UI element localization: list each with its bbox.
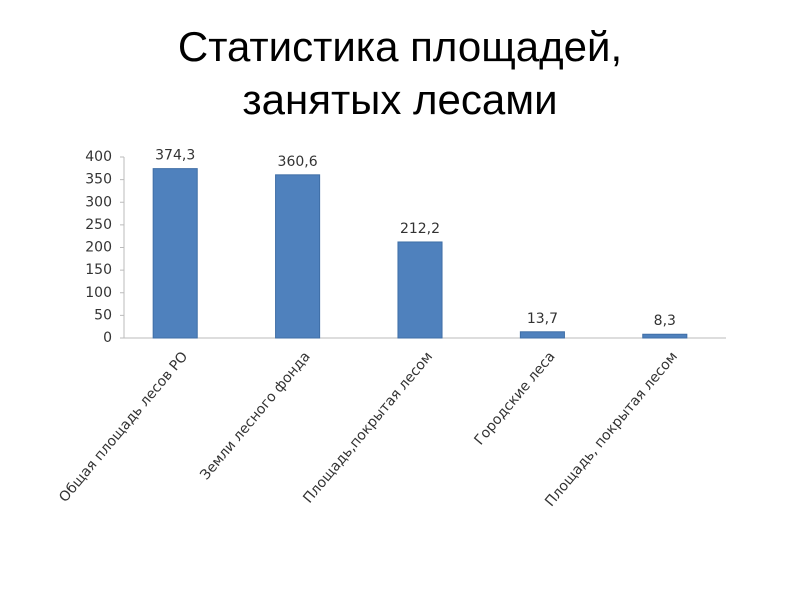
y-tick-label: 50 bbox=[94, 307, 112, 323]
value-label: 212,2 bbox=[400, 221, 440, 237]
chart-title: Статистика площадей, bbox=[178, 23, 622, 70]
value-label: 360,6 bbox=[278, 154, 318, 170]
x-tick-label: Земли лесного фонда bbox=[197, 349, 313, 483]
bar bbox=[275, 174, 321, 339]
bar bbox=[519, 331, 565, 339]
value-label: 374,3 bbox=[155, 148, 195, 164]
value-label: 8,3 bbox=[654, 313, 676, 329]
bar bbox=[397, 241, 443, 339]
y-tick-label: 150 bbox=[85, 262, 112, 278]
value-label: 13,7 bbox=[527, 311, 558, 327]
y-tick-label: 400 bbox=[85, 149, 112, 165]
y-tick-label: 250 bbox=[85, 217, 112, 233]
y-tick-label: 100 bbox=[85, 285, 112, 301]
y-tick-label: 200 bbox=[85, 240, 112, 256]
x-tick-label: Общая площадь лесов РО bbox=[56, 349, 191, 506]
x-tick-label: Площадь,покрытая лесом bbox=[300, 349, 436, 507]
x-tick-label: Городские леса bbox=[471, 349, 558, 448]
x-tick-label: Площадь, покрытая лесом bbox=[542, 349, 681, 510]
y-tick-label: 300 bbox=[85, 194, 112, 210]
y-tick-label: 350 bbox=[85, 172, 112, 188]
bar bbox=[152, 168, 198, 339]
bar bbox=[642, 333, 688, 339]
chart-title: занятых лесами bbox=[242, 76, 557, 123]
y-tick-label: 0 bbox=[103, 330, 112, 346]
